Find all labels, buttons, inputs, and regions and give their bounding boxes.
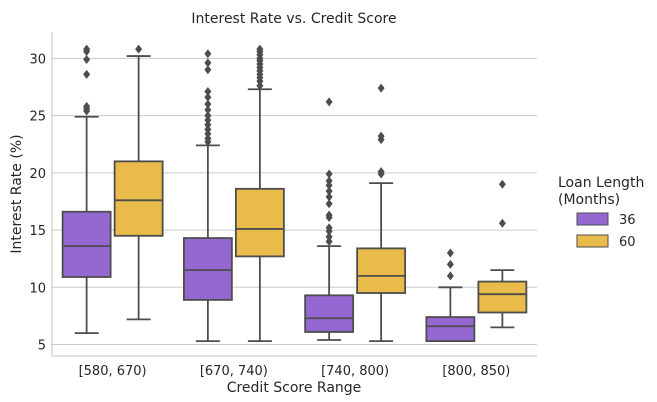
y-tick-label: 5 — [38, 339, 46, 354]
box-body — [477, 280, 528, 314]
box-body — [61, 210, 112, 278]
outlier-point — [204, 133, 212, 143]
x-tick-label: [670, 740) — [200, 364, 268, 379]
box-group — [113, 44, 164, 321]
legend-swatch — [576, 234, 609, 248]
box-group — [425, 248, 476, 343]
y-tick-label: 15 — [29, 224, 46, 239]
outlier-point — [204, 58, 212, 68]
box-group — [356, 83, 407, 343]
outlier-point — [83, 44, 91, 54]
outlier-point — [83, 69, 91, 79]
outlier-point — [377, 83, 385, 93]
box-body — [234, 187, 285, 258]
outlier-point — [204, 87, 212, 97]
outlier-point — [204, 99, 212, 109]
box-body — [356, 247, 407, 294]
outlier-point — [204, 105, 212, 115]
legend-label: 36 — [619, 213, 636, 228]
outlier-point — [204, 92, 212, 102]
outlier-point — [377, 167, 385, 177]
outlier-point — [325, 192, 333, 202]
x-tick-label: [740, 800) — [321, 364, 389, 379]
outlier-point — [325, 210, 333, 220]
box-body — [425, 316, 476, 343]
box-plot-area — [61, 44, 528, 343]
y-tick-label: 10 — [29, 281, 46, 296]
outlier-point — [204, 115, 212, 125]
outlier-point — [204, 129, 212, 139]
outlier-point — [446, 248, 454, 258]
outlier-point — [204, 120, 212, 130]
box-group — [61, 44, 112, 335]
outlier-point — [498, 218, 506, 228]
legend-label: 60 — [619, 235, 636, 250]
outlier-point — [377, 131, 385, 141]
box-group — [304, 97, 355, 341]
outlier-point — [446, 271, 454, 281]
y-tick-label: 20 — [29, 167, 46, 182]
outlier-point — [83, 101, 91, 111]
outlier-point — [325, 169, 333, 179]
outlier-point — [325, 180, 333, 190]
x-axis-label: Credit Score Range — [227, 380, 362, 396]
legend-title: Loan Length — [558, 175, 644, 191]
outlier-point — [325, 237, 333, 247]
box-group — [182, 49, 233, 343]
box-body — [182, 237, 233, 301]
outlier-point — [204, 111, 212, 121]
legend-title: (Months) — [558, 192, 620, 208]
y-tick-label: 30 — [29, 52, 46, 67]
outlier-point — [325, 186, 333, 196]
outlier-point — [498, 179, 506, 189]
y-tick-label: 25 — [29, 110, 46, 125]
outlier-point — [204, 124, 212, 134]
box-group — [477, 179, 528, 329]
outlier-point — [204, 65, 212, 75]
x-tick-label: [800, 850) — [442, 364, 510, 379]
outlier-point — [325, 176, 333, 186]
outlier-point — [325, 199, 333, 209]
x-tick-label: [580, 670) — [79, 364, 147, 379]
box-body — [113, 160, 164, 237]
outlier-point — [325, 97, 333, 107]
legend-swatch — [576, 212, 609, 226]
legend: Loan Length(Months) 36 60 — [558, 175, 644, 250]
outlier-point — [204, 49, 212, 59]
outlier-point — [325, 223, 333, 233]
y-axis-label: Interest Rate (%) — [9, 134, 25, 253]
outlier-point — [256, 44, 264, 54]
chart-title: Interest Rate vs. Credit Score — [191, 11, 396, 27]
box-group — [234, 44, 285, 343]
outlier-point — [83, 54, 91, 64]
outlier-point — [135, 44, 143, 54]
outlier-point — [325, 232, 333, 242]
outlier-point — [446, 259, 454, 269]
axes: 5 10 15 20 25 30 [580, 670) [670, 740) [740, 800… — [29, 32, 537, 379]
box-body — [304, 294, 355, 333]
outlier-point — [256, 81, 264, 91]
